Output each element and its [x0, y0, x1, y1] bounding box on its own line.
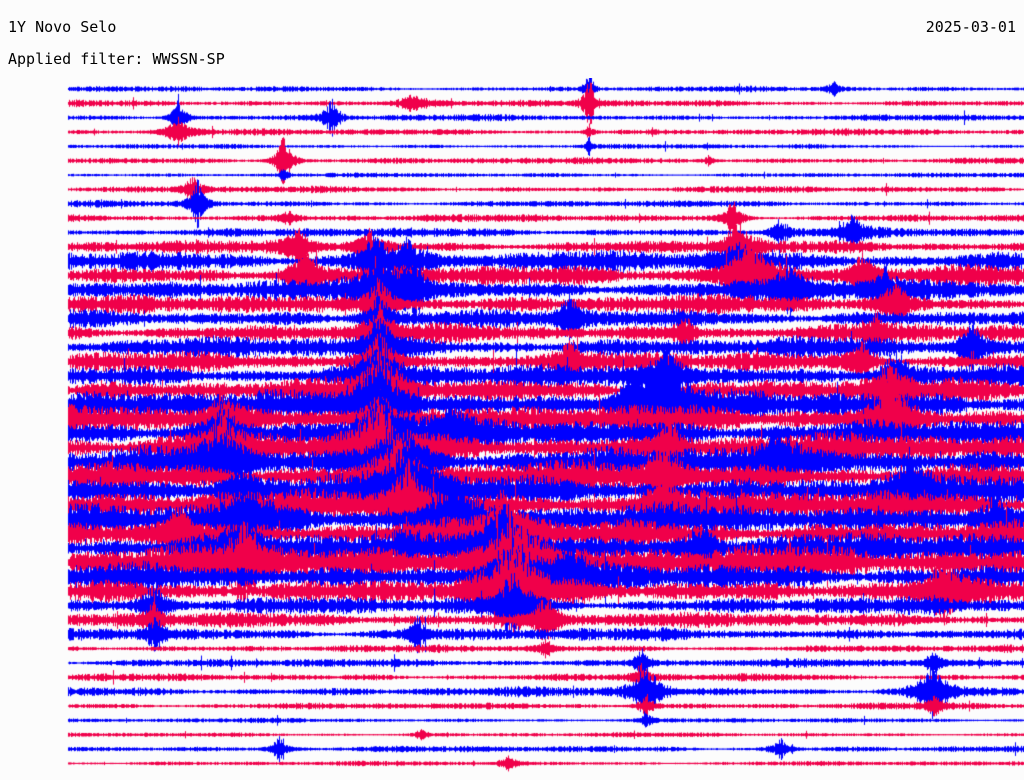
seismogram-traces [0, 78, 1024, 778]
helicorder-plot: 00:0000:3001:0001:3002:0002:3003:0003:30… [0, 78, 1024, 778]
trace-canvas-container [0, 78, 1024, 778]
plot-date: 2025-03-01 [925, 18, 1016, 36]
applied-filter-label: Applied filter: WWSSN-SP [8, 50, 225, 68]
station-title: 1Y Novo Selo [8, 18, 117, 36]
